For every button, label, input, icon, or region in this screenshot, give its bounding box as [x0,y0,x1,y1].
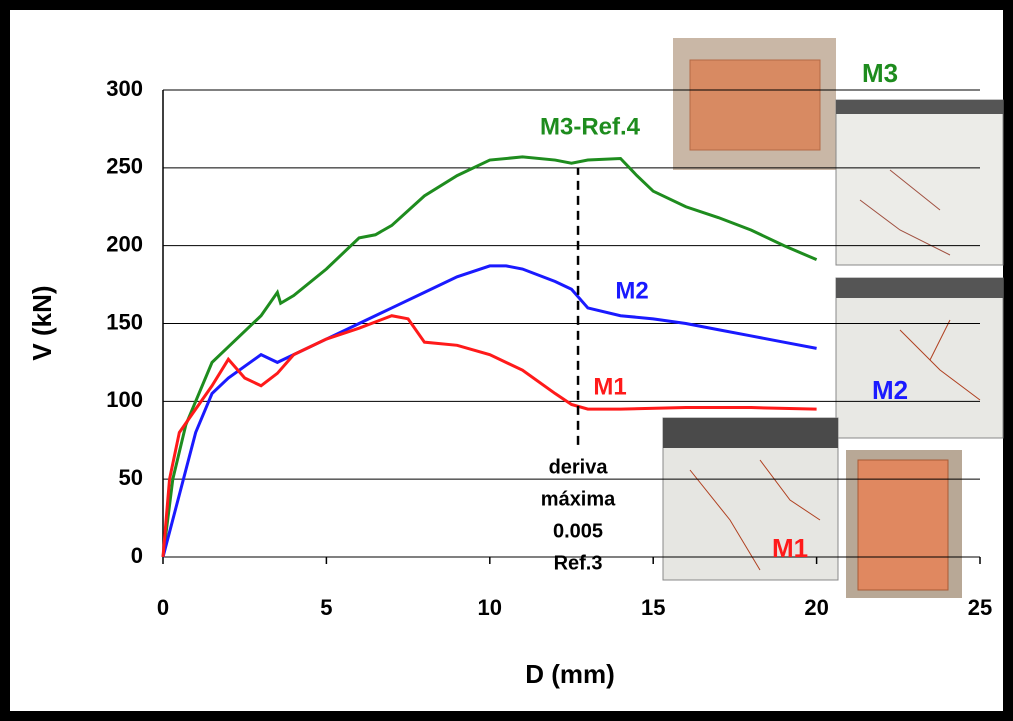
x-tick-label: 0 [157,595,169,620]
x-tick-label: 20 [804,595,828,620]
y-axis-label: V (kN) [27,285,57,360]
photo-label: M1 [772,533,808,563]
y-tick-label: 100 [106,387,143,412]
y-tick-label: 250 [106,154,143,179]
y-tick-label: 150 [106,309,143,334]
y-tick-label: 200 [106,231,143,256]
y-tick-label: 300 [106,76,143,101]
wall-beam [836,278,1003,298]
chart: D (mm) V (kN) 0 50 100 150 200 250 300 0 5 10 15 20… [0,0,1013,721]
page: {"chart_data": {"type": "line", "xlabel"… [0,0,1013,721]
reference-annotation: Ref.3 [554,552,603,574]
series-label: M1 [593,373,626,400]
x-tick-label: 5 [320,595,332,620]
photo-label: M3 [862,58,898,88]
wall-beam [836,100,1003,114]
x-tick-label: 25 [968,595,992,620]
brick [690,60,820,150]
wall-beam [663,418,838,448]
photo-label: M2 [872,375,908,405]
wall-photo [836,278,1003,438]
x-tick-label: 10 [478,595,502,620]
reference-annotation: deriva [549,456,609,478]
x-axis-label: D (mm) [525,659,615,689]
reference-annotation: máxima [541,488,616,510]
series-label: M2 [615,277,648,304]
y-tick-label: 50 [119,465,143,490]
series-label: M3-Ref.4 [540,113,641,140]
y-tick-label: 0 [131,543,143,568]
reference-annotation: 0.005 [553,520,603,542]
x-tick-label: 15 [641,595,665,620]
